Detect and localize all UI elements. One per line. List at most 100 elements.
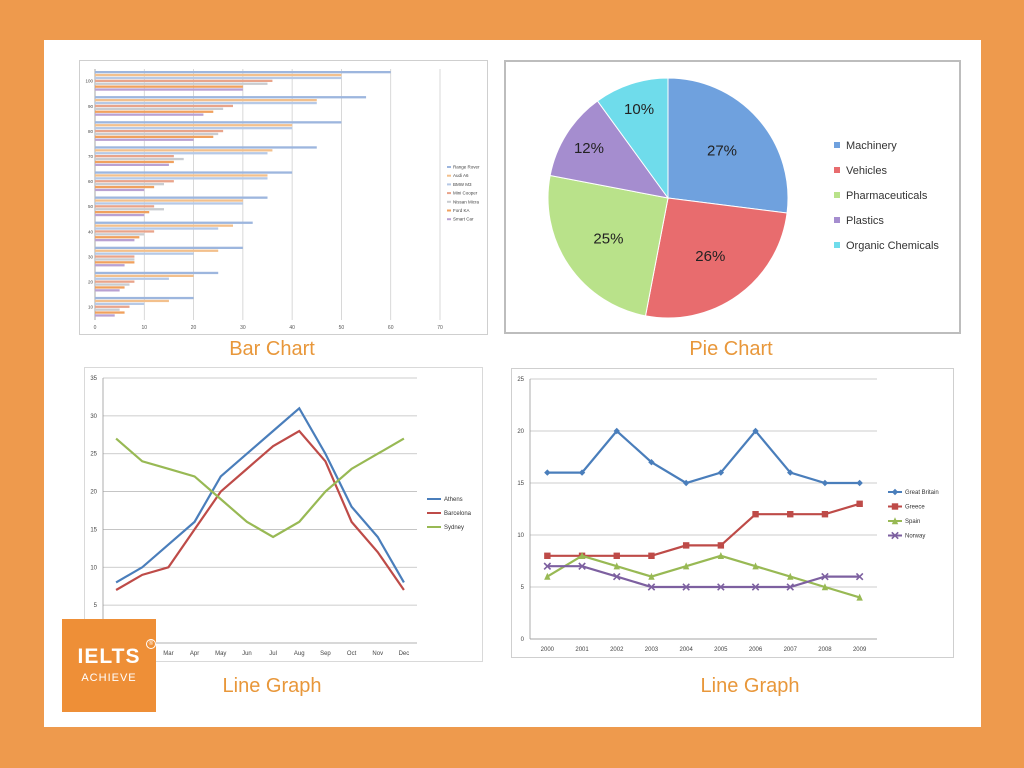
pie-slice-label: 26% — [695, 248, 725, 265]
country-point — [752, 562, 759, 570]
pie-chart: 27% 26% 25% 12% 10% Machinery Vehicles Pharmace… — [547, 77, 939, 319]
country-point — [543, 562, 552, 570]
bar — [95, 157, 184, 161]
bar — [95, 177, 268, 180]
country-line-chart: 0 5 10 15 20 25 2000 2001 2002 2003 2004 2005 2006 20… — [517, 377, 938, 653]
country-x-tick-label: 2007 — [784, 647, 798, 653]
city-x-tick-label: Nov — [372, 651, 383, 657]
bar-x-tick-label: 60 — [388, 325, 394, 331]
bar — [95, 227, 219, 230]
bar — [95, 188, 145, 192]
pie-slice — [596, 77, 669, 200]
bar — [95, 224, 233, 227]
country-y-tick-label: 20 — [517, 429, 524, 435]
bar-x-tick-label: 40 — [289, 325, 295, 331]
bar — [95, 246, 243, 249]
bar-legend-swatch — [447, 192, 451, 195]
country-point — [856, 593, 863, 601]
country-point — [578, 562, 586, 570]
country-point — [786, 583, 795, 591]
pie-slice-label: 25% — [593, 230, 623, 247]
bar-legend-label: Ford KA — [453, 208, 470, 213]
country-point — [613, 427, 620, 435]
bar — [95, 230, 155, 233]
country-point — [544, 552, 551, 559]
bar — [95, 155, 174, 158]
bar — [95, 96, 367, 99]
bar — [95, 171, 293, 174]
country-x-tick-label: 2000 — [541, 647, 555, 653]
bar — [95, 277, 169, 280]
pie-slice-label: 10% — [624, 101, 654, 118]
bar — [95, 174, 268, 177]
country-legend-label: Norway — [905, 534, 925, 540]
country-line-chart-panel: 0 5 10 15 20 25 2000 2001 2002 2003 2004 2005 2006 20… — [511, 368, 954, 658]
pie-legend-label: Vehicles — [846, 165, 887, 177]
bar — [95, 296, 194, 300]
bar-legend-swatch — [447, 183, 451, 186]
bar — [95, 104, 233, 108]
city-legend-label: Sydney — [444, 525, 464, 531]
pie-legend-label: Organic Chemicals — [846, 240, 939, 252]
logo-line2: ACHIEVE — [81, 672, 137, 684]
bar — [95, 239, 135, 242]
bar-category-label: 30 — [88, 254, 94, 259]
bar-legend-label: Smart Car — [453, 217, 474, 222]
country-point — [855, 572, 864, 581]
bar-category-label: 40 — [88, 229, 94, 234]
city-legend-label: Barcelona — [444, 511, 472, 517]
pie-legend-swatch — [834, 142, 840, 148]
bar — [95, 233, 145, 236]
bar — [95, 71, 391, 74]
bar — [95, 308, 120, 311]
bar — [95, 208, 164, 211]
city-y-tick-label: 35 — [90, 376, 97, 382]
country-point — [751, 583, 760, 591]
bar — [95, 121, 342, 124]
pie-legend-swatch — [834, 217, 840, 223]
bar-legend-swatch — [447, 166, 451, 168]
pie-chart-caption: Pie Chart — [689, 338, 773, 360]
bar-legend-swatch — [447, 200, 451, 203]
bar — [95, 255, 135, 258]
country-point — [682, 583, 690, 591]
city-y-tick-label: 10 — [90, 565, 97, 571]
country-x-tick-label: 2008 — [818, 647, 832, 653]
bar — [95, 124, 293, 127]
bar-legend-label: Mini Cooper — [453, 191, 478, 196]
pie-slice — [549, 100, 670, 199]
city-series-line — [115, 406, 405, 584]
bar — [95, 221, 253, 224]
country-x-tick-label: 2006 — [749, 647, 763, 653]
country-point — [821, 479, 829, 487]
bar — [95, 280, 135, 283]
city-y-tick-label: 5 — [94, 603, 98, 609]
logo-line1: IELTS — [77, 645, 141, 668]
country-point — [612, 572, 621, 581]
city-series-line — [115, 437, 405, 539]
country-point — [787, 469, 794, 476]
bar — [95, 213, 145, 217]
bar — [95, 249, 219, 252]
country-point — [648, 572, 655, 580]
bar — [95, 185, 155, 189]
country-legend-label: Spain — [905, 519, 920, 525]
pie-slice — [667, 77, 789, 214]
country-line-chart-caption: Line Graph — [700, 675, 800, 697]
bar — [95, 274, 194, 277]
bar — [95, 146, 317, 149]
bar-legend-label: Nissan Micra — [453, 199, 480, 204]
country-series-line — [547, 502, 860, 557]
chart-board: 0 10 20 30 40 50 60 70 10 20 30 40 50 60 70 80 90 100 Rang… — [44, 40, 981, 727]
pie-legend-swatch — [834, 167, 840, 173]
ielts-achieve-logo: IELTS ACHIEVE ® — [62, 619, 156, 712]
city-x-tick-label: Mar — [163, 651, 173, 657]
bar — [95, 311, 125, 314]
bar — [95, 289, 120, 292]
bar-legend-label: BMW M3 — [453, 182, 472, 187]
bar — [95, 264, 125, 267]
bar — [95, 252, 194, 255]
bar-legend-swatch — [447, 209, 451, 212]
country-point — [891, 503, 899, 510]
bar — [95, 127, 293, 130]
